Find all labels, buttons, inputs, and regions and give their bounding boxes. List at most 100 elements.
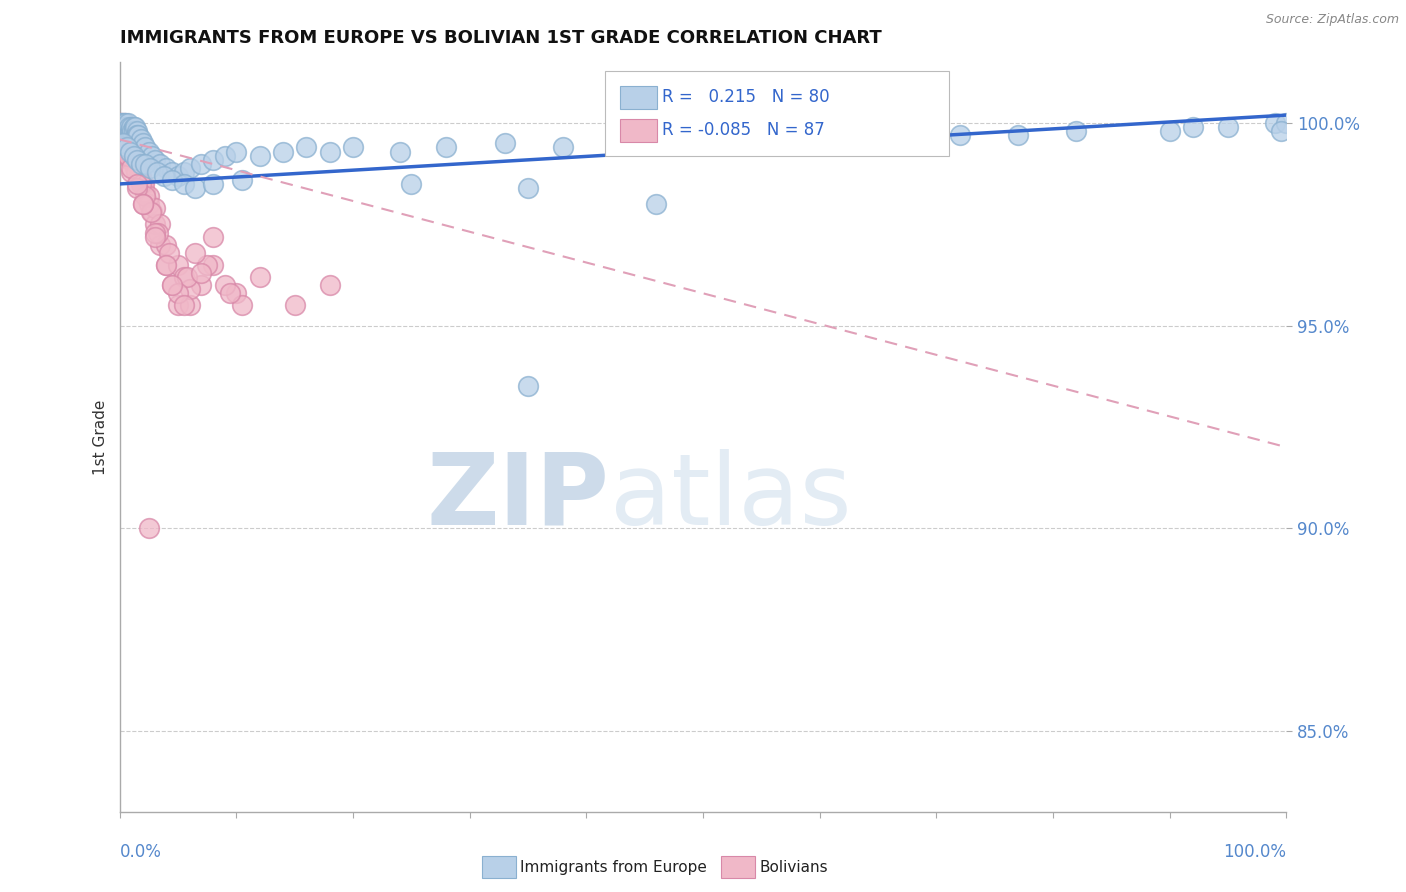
Point [125,153,148,167]
Point [114,124,136,138]
Point [138,521,160,535]
Point [166,286,188,301]
Point [115,132,138,146]
Point [111,136,134,151]
Point [132,177,155,191]
Point [149,237,172,252]
Point [128,165,150,179]
Point [201,258,224,272]
Point [1066,124,1088,138]
Point [143,201,166,215]
Point [129,177,152,191]
Point [388,145,411,159]
Point [115,140,138,154]
Text: Source: ZipAtlas.com: Source: ZipAtlas.com [1265,13,1399,27]
Point [110,124,132,138]
Point [115,145,138,159]
Point [149,157,172,171]
Y-axis label: 1st Grade: 1st Grade [93,400,108,475]
Point [318,278,340,293]
Point [249,270,271,285]
Point [1182,120,1205,135]
Point [129,157,152,171]
Point [1264,116,1286,130]
Point [401,177,423,191]
Point [121,124,143,138]
Point [271,145,294,159]
Point [138,145,160,159]
Point [120,140,142,154]
Point [160,278,183,293]
Point [141,205,163,219]
Point [112,120,135,135]
Point [621,136,644,151]
Point [225,286,247,301]
Point [645,197,668,211]
Text: ZIP: ZIP [427,449,610,546]
Point [132,197,155,211]
Point [127,161,149,175]
Point [143,153,166,167]
Point [114,120,136,135]
Point [195,258,218,272]
Point [166,169,188,183]
Point [122,120,145,135]
Point [231,298,253,312]
Point [295,140,318,154]
Point [1275,116,1298,130]
Point [551,140,574,154]
Point [155,258,177,272]
Point [143,226,166,240]
Point [149,218,172,232]
Point [121,153,143,167]
Point [231,173,253,187]
Point [118,153,141,167]
Point [143,218,166,232]
Point [160,165,183,179]
Point [166,258,188,272]
Point [173,177,195,191]
Point [117,128,139,143]
Point [190,266,212,280]
Point [153,169,176,183]
Point [110,124,132,138]
Point [249,148,271,162]
Point [125,181,148,195]
Point [1218,120,1240,135]
Point [111,120,134,135]
Point [111,124,134,138]
Point [132,197,155,211]
Text: Bolivians: Bolivians [759,860,828,874]
Text: R = -0.085   N = 87: R = -0.085 N = 87 [662,121,825,139]
Point [118,124,141,138]
Point [1159,124,1181,138]
Point [1270,124,1292,138]
Point [146,226,169,240]
Point [120,161,142,175]
Point [138,189,160,203]
Text: 100.0%: 100.0% [1223,843,1286,861]
Point [284,298,307,312]
Point [112,124,135,138]
Point [138,197,160,211]
Point [114,116,136,130]
Point [785,132,807,146]
Point [115,124,138,138]
Point [120,124,142,138]
Point [166,298,188,312]
Point [122,140,145,154]
Point [125,128,148,143]
Text: Immigrants from Europe: Immigrants from Europe [520,860,707,874]
Point [114,136,136,151]
Point [155,258,177,272]
Point [179,282,201,296]
Point [124,148,146,162]
Point [173,165,195,179]
Point [155,161,177,175]
Point [132,177,155,191]
Point [190,278,212,293]
Point [157,245,180,260]
Point [201,177,224,191]
Point [125,153,148,167]
Point [112,140,135,154]
